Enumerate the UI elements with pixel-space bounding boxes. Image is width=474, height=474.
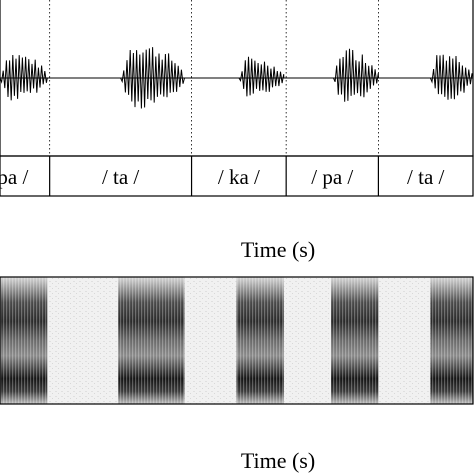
waveform-trace xyxy=(0,47,474,109)
label-tier: pa / / ta / / ka / / pa / / ta / xyxy=(0,155,474,197)
waveform-burst xyxy=(238,56,285,97)
waveform-burst xyxy=(429,54,474,100)
spectrogram-voiced-regions xyxy=(0,277,473,404)
waveform-burst xyxy=(0,54,48,101)
voiced-region xyxy=(0,277,48,404)
voiced-region xyxy=(430,277,473,404)
waveform-burst xyxy=(333,48,379,102)
syllable-label: / pa / xyxy=(311,165,353,189)
tier-dividers xyxy=(49,156,379,196)
label-tier-frame xyxy=(0,155,474,197)
spectrogram-frame xyxy=(0,276,474,405)
syllable-label: pa / xyxy=(0,165,28,189)
voiced-region xyxy=(118,277,185,404)
x-axis-title-lower: Time (s) xyxy=(241,448,315,473)
voiced-region xyxy=(236,277,284,404)
waveform-panel xyxy=(0,0,474,157)
tier-labels: pa / / ta / / ka / / pa / / ta / xyxy=(0,165,445,189)
syllable-label: / ka / xyxy=(218,165,260,189)
syllable-label: / ta / xyxy=(407,165,444,189)
voiced-region xyxy=(331,277,379,404)
spectrogram-panel xyxy=(0,276,474,405)
waveform-burst xyxy=(120,47,185,109)
x-axis-title-upper: Time (s) xyxy=(241,237,315,262)
syllable-label: / ta / xyxy=(102,165,139,189)
